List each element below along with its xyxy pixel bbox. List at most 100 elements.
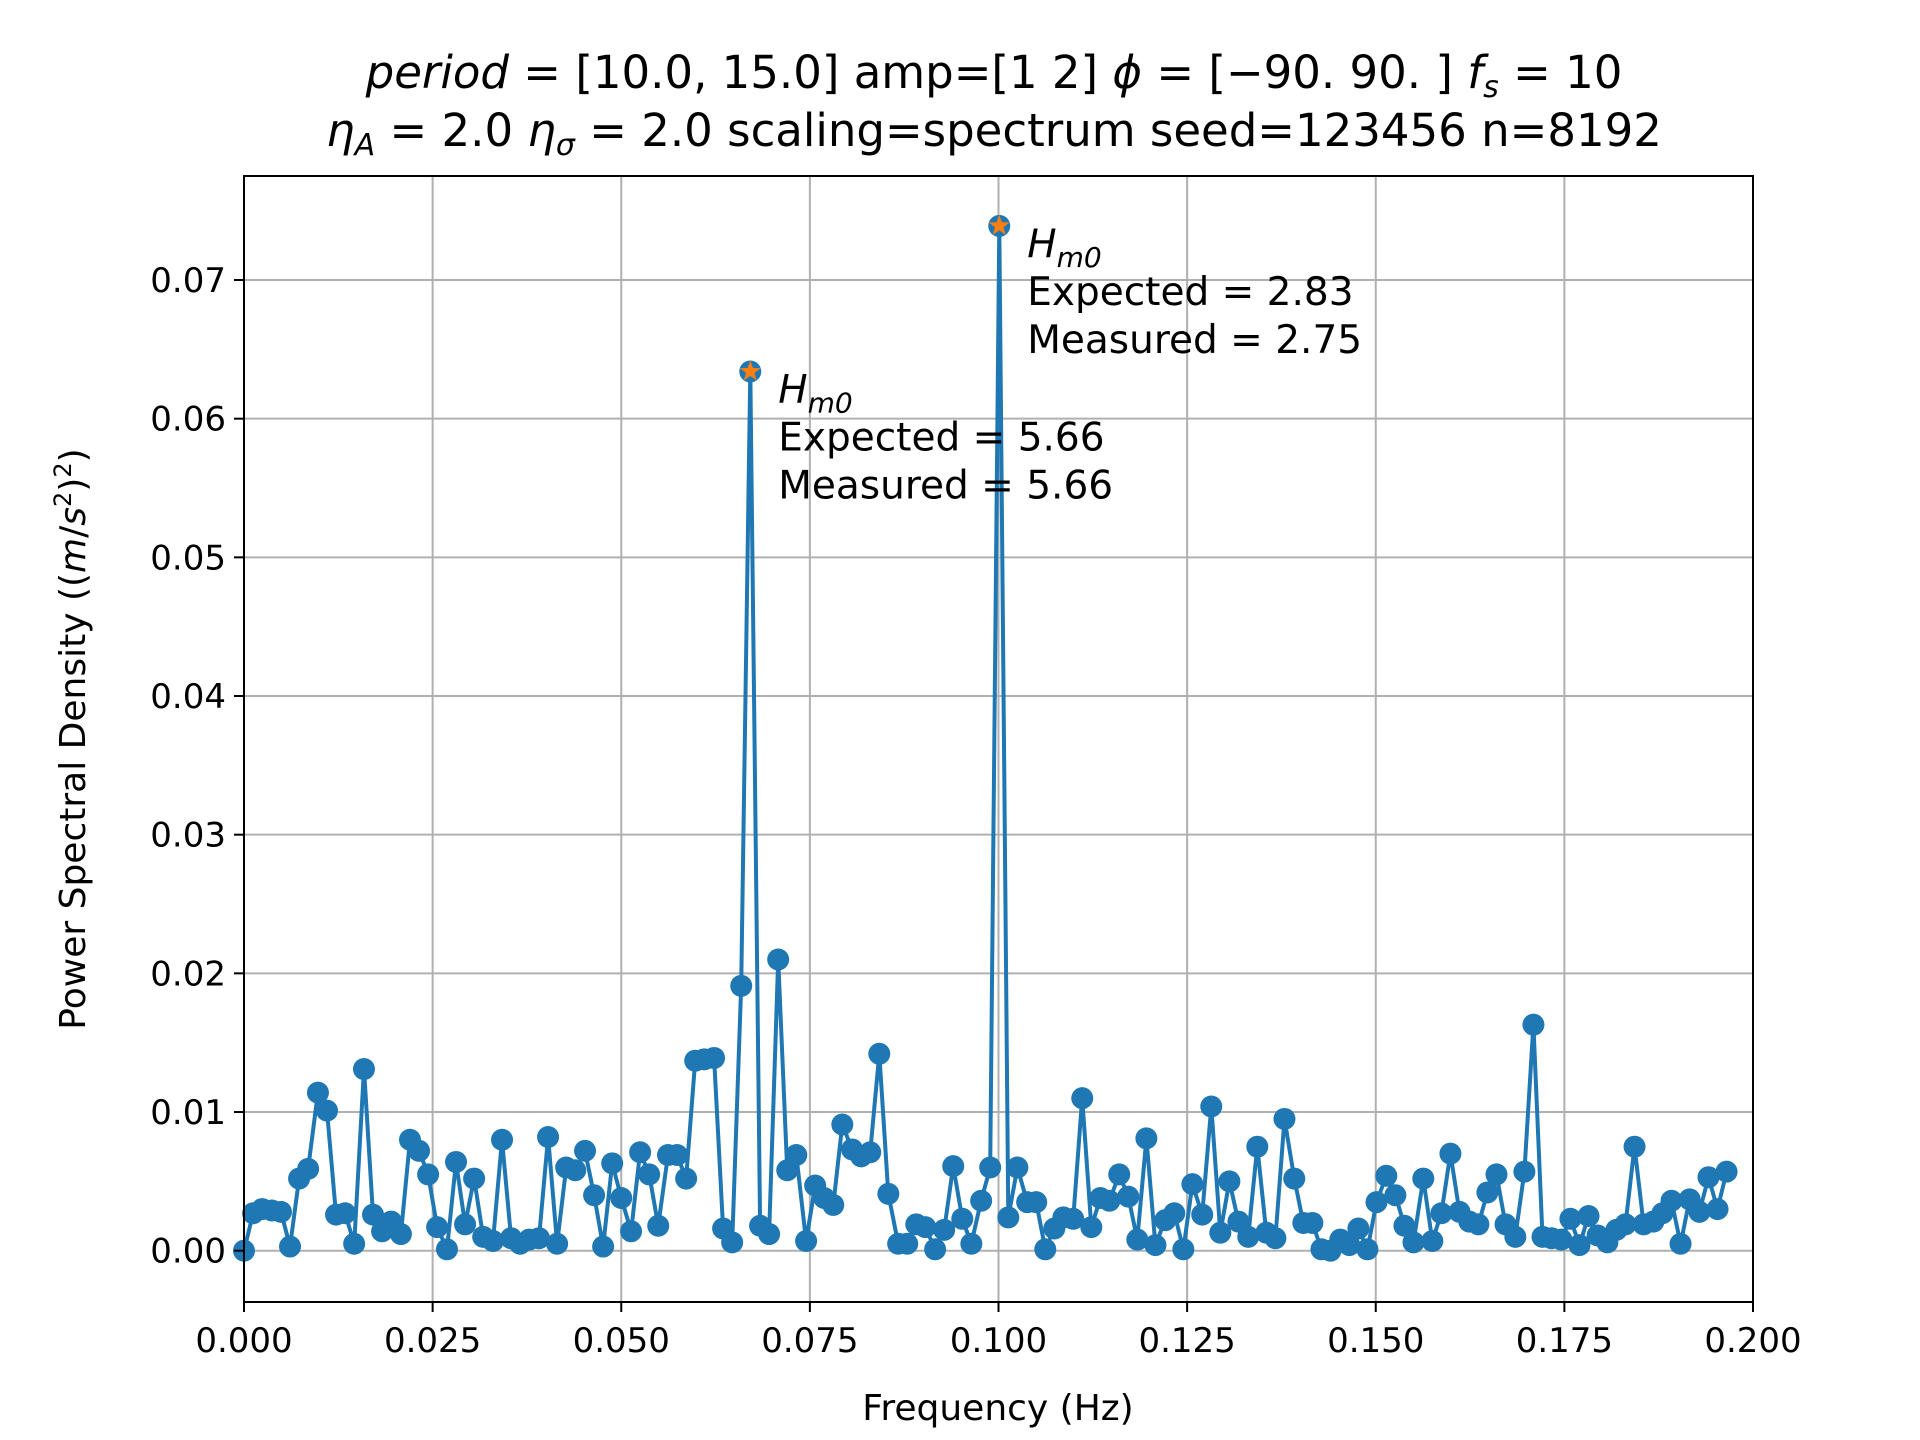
data-point [1126, 1228, 1149, 1251]
data-point [1412, 1167, 1435, 1190]
data-point [1347, 1217, 1370, 1240]
data-point [1485, 1163, 1508, 1186]
peak-markers [739, 214, 1010, 381]
data-point [1375, 1164, 1398, 1187]
data-point [1384, 1184, 1407, 1207]
x-tick-label: 0.200 [1704, 1321, 1801, 1361]
data-point [564, 1159, 587, 1182]
x-tick-label: 0.125 [1138, 1321, 1235, 1361]
data-point [417, 1163, 440, 1186]
data-point [592, 1235, 615, 1258]
data-point [1697, 1166, 1720, 1189]
data-point [831, 1113, 854, 1136]
data-point [1688, 1200, 1711, 1223]
x-axis-label: Frequency (Hz) [862, 1388, 1133, 1429]
data-point [1034, 1238, 1057, 1261]
y-tick-label: 0.06 [150, 400, 226, 440]
peak-annotation-expected: Expected = 2.83 [1027, 270, 1353, 315]
data-point [924, 1238, 947, 1261]
chart-title-line-2: ηA = 2.0 ησ = 2.0 scaling=spectrum seed=… [326, 104, 1662, 163]
data-point [297, 1157, 320, 1180]
data-point [868, 1042, 891, 1065]
data-point [1006, 1156, 1029, 1179]
data-point [408, 1139, 431, 1162]
data-point [1715, 1160, 1738, 1183]
data-point [721, 1231, 744, 1254]
data-point [933, 1218, 956, 1241]
data-point [1439, 1142, 1462, 1165]
data-point [1080, 1216, 1103, 1239]
data-point [896, 1232, 919, 1255]
data-point [269, 1200, 292, 1223]
data-point [491, 1128, 514, 1151]
data-point [979, 1156, 1002, 1179]
data-point [389, 1223, 412, 1246]
data-point [1098, 1189, 1121, 1212]
data-point [1273, 1107, 1296, 1130]
data-point [454, 1213, 477, 1236]
data-point [279, 1235, 302, 1258]
peak-star-marker [739, 360, 761, 381]
data-point [647, 1214, 670, 1237]
data-point [1550, 1228, 1573, 1251]
data-point [1209, 1221, 1232, 1244]
y-tick-label: 0.01 [150, 1093, 226, 1133]
peak-annotation-expected: Expected = 5.66 [778, 416, 1104, 461]
y-tick-label: 0.07 [150, 261, 226, 301]
data-point [767, 948, 790, 971]
data-point [1301, 1211, 1324, 1234]
data-point [601, 1152, 624, 1175]
data-point [1706, 1198, 1729, 1221]
data-point [785, 1144, 808, 1167]
data-point [583, 1184, 606, 1207]
data-point [574, 1139, 597, 1162]
data-point [1504, 1225, 1527, 1248]
data-point [1071, 1087, 1094, 1110]
x-tick-label: 0.000 [195, 1321, 292, 1361]
data-point [675, 1167, 698, 1190]
data-point [1577, 1205, 1600, 1228]
data-point [315, 1099, 338, 1122]
data-point [352, 1058, 375, 1081]
data-point [1669, 1232, 1692, 1255]
data-point [1430, 1202, 1453, 1225]
peak-annotation-label: Hm0 [778, 368, 852, 420]
data-point [629, 1141, 652, 1164]
data-point [997, 1206, 1020, 1229]
x-axis-ticks: 0.000 0.025 0.050 0.075 0.100 0.125 0.150 0.175… [195, 1302, 1802, 1361]
data-point [1568, 1234, 1591, 1257]
data-point [942, 1155, 965, 1178]
data-point [638, 1163, 661, 1186]
data-point [528, 1227, 551, 1250]
data-point [1476, 1181, 1499, 1204]
data-point [1191, 1203, 1214, 1226]
data-point [610, 1186, 633, 1209]
data-point [1614, 1213, 1637, 1236]
chart-title-line-1: period = [10.0, 15.0] amp=[1 2] ϕ = [−90… [365, 46, 1623, 105]
series-psd [233, 214, 1738, 1262]
data-point [481, 1229, 504, 1252]
peak-star-marker [988, 214, 1010, 235]
data-point [795, 1229, 818, 1252]
data-point [1218, 1170, 1241, 1193]
data-point [362, 1203, 385, 1226]
data-point [1264, 1227, 1287, 1250]
data-point [960, 1232, 983, 1255]
y-tick-label: 0.04 [150, 677, 226, 717]
data-point [445, 1150, 468, 1173]
data-point [546, 1232, 569, 1255]
data-point [1402, 1231, 1425, 1254]
y-axis-label: Power Spectral Density ((m/s2)2) [49, 448, 94, 1029]
y-axis-ticks: 0.00 0.01 0.02 0.03 0.04 0.05 0.06 0.07 [150, 261, 244, 1272]
y-tick-label: 0.02 [150, 954, 226, 994]
data-point [1246, 1135, 1269, 1158]
data-point [343, 1232, 366, 1255]
data-point [620, 1220, 643, 1243]
data-point [859, 1141, 882, 1164]
data-point [730, 974, 753, 997]
data-point [1135, 1127, 1158, 1150]
